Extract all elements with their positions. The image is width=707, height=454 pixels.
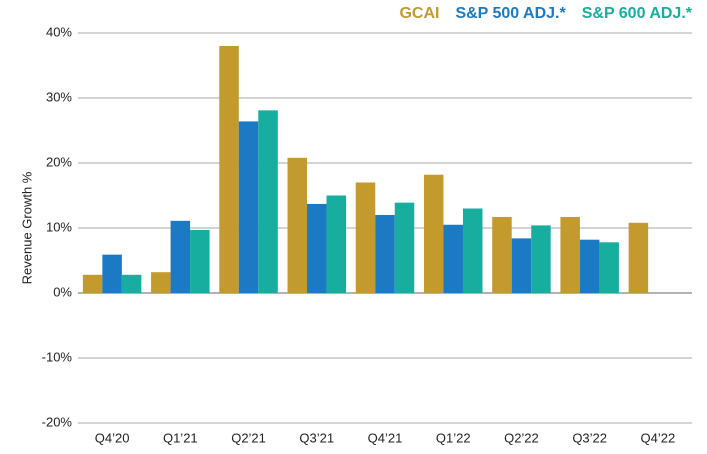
y-axis-label: Revenue Growth %: [19, 171, 34, 284]
bar: [511, 238, 532, 293]
x-tick-label: Q2’22: [504, 430, 539, 445]
x-tick-label: Q3’21: [299, 430, 334, 445]
bar: [238, 121, 259, 294]
x-tick-label: Q3’22: [572, 430, 607, 445]
x-tick-label: Q1’21: [163, 430, 198, 445]
y-tick-label: 10%: [46, 219, 72, 234]
x-tick-label: Q1’22: [436, 430, 471, 445]
x-tick-label: Q4’21: [368, 430, 403, 445]
y-tick-label: 0%: [53, 284, 72, 299]
bar: [462, 208, 483, 293]
x-tick-label: Q2’21: [231, 430, 266, 445]
legend-entry: S&P 500 ADJ.*: [455, 5, 566, 22]
bar: [151, 272, 171, 293]
bar: [394, 202, 415, 293]
y-tick-label: -10%: [42, 349, 73, 364]
bar: [170, 220, 191, 293]
bar: [258, 110, 278, 293]
x-tick-label: Q4’22: [641, 430, 676, 445]
bar: [628, 222, 649, 293]
bar: [579, 239, 600, 293]
legend-entry: S&P 600 ADJ.*: [582, 5, 693, 22]
bar: [307, 203, 327, 293]
bar: [443, 224, 463, 293]
y-tick-label: -20%: [42, 414, 73, 429]
bar: [355, 182, 376, 293]
y-tick-label: 20%: [46, 154, 72, 169]
bar: [102, 254, 122, 293]
bar: [82, 274, 103, 293]
y-tick-label: 30%: [46, 89, 72, 104]
y-tick-label: 40%: [46, 24, 72, 39]
bar: [560, 216, 580, 293]
bar: [599, 242, 619, 293]
bar: [492, 216, 512, 293]
bar: [121, 274, 142, 293]
bar: [531, 225, 551, 293]
bar: [190, 229, 210, 293]
bar: [423, 174, 444, 293]
bar: [219, 46, 239, 293]
legend-entry: GCAI: [399, 5, 439, 22]
bar: [287, 157, 308, 293]
x-tick-label: Q4’20: [95, 430, 130, 445]
bar: [326, 195, 347, 293]
bar: [375, 215, 395, 293]
